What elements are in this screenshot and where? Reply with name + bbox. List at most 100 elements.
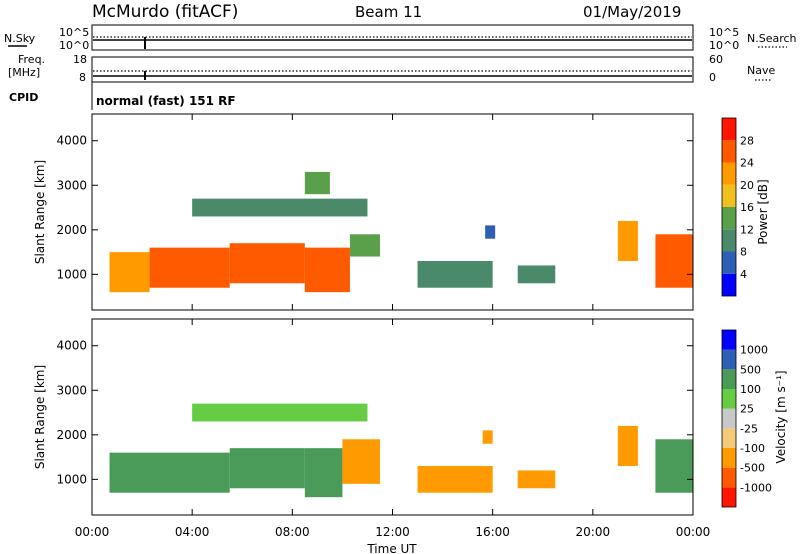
xtick-label-6: 00:00: [676, 525, 711, 539]
power-colorbar-tick-label-2: 12: [740, 223, 754, 236]
power-echo-region-4: [349, 234, 380, 257]
cpid-label: CPID: [9, 91, 38, 104]
power-colorbar-swatch-2: [722, 229, 736, 252]
xtick-label-5: 20:00: [576, 525, 611, 539]
power-colorbar-swatch-0: [722, 273, 736, 296]
velocity-echo-region-0: [109, 452, 230, 493]
power-colorbar-frame: [721, 117, 737, 297]
power-colorbar-tick-label-6: 28: [740, 134, 754, 147]
power-colorbar-swatch-4: [722, 184, 736, 207]
velocity-colorbar-tick-label-1: -500: [740, 462, 765, 475]
velocity-echo-region-6: [482, 430, 493, 444]
power-colorbar-swatch-5: [722, 162, 736, 185]
velocity-colorbar-tick-label-6: 500: [740, 363, 761, 376]
velocity-colorbar-tick-label-4: 25: [740, 403, 754, 416]
power-colorbar-tick-label-3: 16: [740, 201, 754, 214]
power-colorbar-swatch-7: [722, 118, 736, 141]
velocity-panel: 1000 2000 3000 4000 Slant Range [km]: [33, 318, 694, 516]
velocity-colorbar-tick-label-3: -25: [740, 422, 758, 435]
nave-label: Nave: [747, 64, 775, 77]
nave-tick-top: 60: [709, 53, 723, 66]
velocity-data-layer: [109, 403, 693, 498]
velocity-colorbar: -1000 -500 -100 -25 25 100 500 1000: [721, 329, 772, 508]
noise-tick-left-top: 10^5: [59, 26, 89, 39]
power-ytick-label-0: 1000: [56, 267, 87, 281]
power-colorbar-swatch-6: [722, 140, 736, 163]
noise-tick-right-top: 10^5: [709, 26, 739, 39]
power-echo-region-9: [517, 265, 556, 284]
beam-label: Beam 11: [355, 3, 422, 21]
power-echo-region-3: [304, 247, 350, 293]
nsearch-label: N.Search: [747, 32, 797, 45]
power-ytick-label-1: 2000: [56, 223, 87, 237]
velocity-echo-region-9: [655, 439, 693, 493]
velocity-colorbar-swatch-6: [722, 369, 736, 389]
velocity-ytick-label-3: 4000: [56, 339, 87, 353]
noise-tick-left-bottom: 10^0: [59, 39, 89, 52]
velocity-colorbar-frame: [721, 329, 737, 508]
power-y-ticks: 1000 2000 3000 4000: [56, 134, 693, 281]
station-title: McMurdo (fitACF): [92, 2, 238, 22]
power-colorbar: 4 8 12 16 20 24 28: [721, 117, 754, 297]
power-colorbar-swatch-1: [722, 251, 736, 274]
power-colorbar-tick-label-4: 20: [740, 179, 754, 192]
velocity-echo-region-4: [192, 403, 368, 422]
noise-tick-right-bottom: 10^0: [709, 39, 739, 52]
velocity-echo-region-8: [617, 425, 638, 466]
velocity-ytick-label-1: 2000: [56, 428, 87, 442]
velocity-colorbar-swatch-1: [722, 467, 736, 488]
velocity-colorbar-tick-label-2: -100: [740, 442, 765, 455]
velocity-colorbar-swatch-7: [722, 349, 736, 370]
velocity-echo-region-5: [417, 466, 493, 493]
velocity-echo-region-7: [517, 470, 556, 489]
velocity-ytick-label-0: 1000: [56, 472, 87, 486]
velocity-colorbar-swatch-2: [722, 448, 736, 468]
power-data-layer: [109, 171, 693, 293]
power-colorbar-tick-label-5: 24: [740, 157, 754, 170]
freq-unit-label: [MHz]: [8, 66, 40, 79]
power-echo-region-6: [304, 171, 330, 195]
velocity-echo-region-3: [342, 439, 380, 484]
velocity-echo-region-1: [229, 448, 305, 489]
velocity-colorbar-label: Velocity [m s⁻¹]: [774, 370, 788, 463]
xtick-label-3: 12:00: [375, 525, 410, 539]
cpid-text: normal (fast) 151 RF: [96, 94, 236, 108]
time-x-ticks: 00:00 04:00 08:00 12:00 16:00 20:00 00:00: [75, 114, 711, 539]
power-echo-region-0: [109, 252, 150, 293]
velocity-colorbar-swatch-4: [722, 408, 736, 429]
velocity-colorbar-swatch-5: [722, 389, 736, 409]
power-colorbar-label: Power [dB]: [756, 179, 770, 244]
power-ytick-label-3: 4000: [56, 134, 87, 148]
xtick-label-2: 08:00: [275, 525, 310, 539]
power-echo-region-8: [485, 225, 496, 239]
power-ytick-label-2: 3000: [56, 178, 87, 192]
velocity-colorbar-tick-label-5: 100: [740, 383, 761, 396]
xtick-label-0: 00:00: [75, 525, 110, 539]
freq-label: Freq.: [18, 53, 45, 66]
power-colorbar-tick-label-1: 8: [740, 246, 747, 259]
nave-tick-bottom: 0: [709, 71, 716, 84]
freq-panel-frame: [91, 56, 694, 83]
power-y-label: Slant Range [km]: [33, 160, 47, 264]
velocity-echo-region-2: [304, 448, 343, 498]
power-colorbar-tick-label-0: 4: [740, 268, 747, 281]
velocity-ytick-label-2: 3000: [56, 383, 87, 397]
velocity-colorbar-swatch-3: [722, 428, 736, 448]
velocity-y-label: Slant Range [km]: [33, 365, 47, 469]
velocity-colorbar-tick-label-0: -1000: [740, 481, 772, 494]
power-echo-region-1: [149, 247, 230, 288]
noise-panel-frame: [91, 24, 694, 51]
power-panel: 1000 2000 3000 4000 Slant Range [km]: [33, 113, 694, 311]
velocity-colorbar-swatch-8: [722, 330, 736, 350]
date-label: 01/May/2019: [583, 3, 681, 21]
x-axis-label: Time UT: [366, 542, 417, 554]
power-echo-region-7: [417, 261, 493, 288]
velocity-y-ticks: 1000 2000 3000 4000: [56, 339, 693, 486]
xtick-label-1: 04:00: [175, 525, 210, 539]
power-echo-region-11: [655, 234, 693, 288]
freq-tick-top: 18: [73, 53, 87, 66]
power-echo-region-10: [617, 220, 638, 261]
power-echo-region-2: [229, 243, 305, 284]
freq-tick-bottom: 8: [79, 71, 86, 84]
